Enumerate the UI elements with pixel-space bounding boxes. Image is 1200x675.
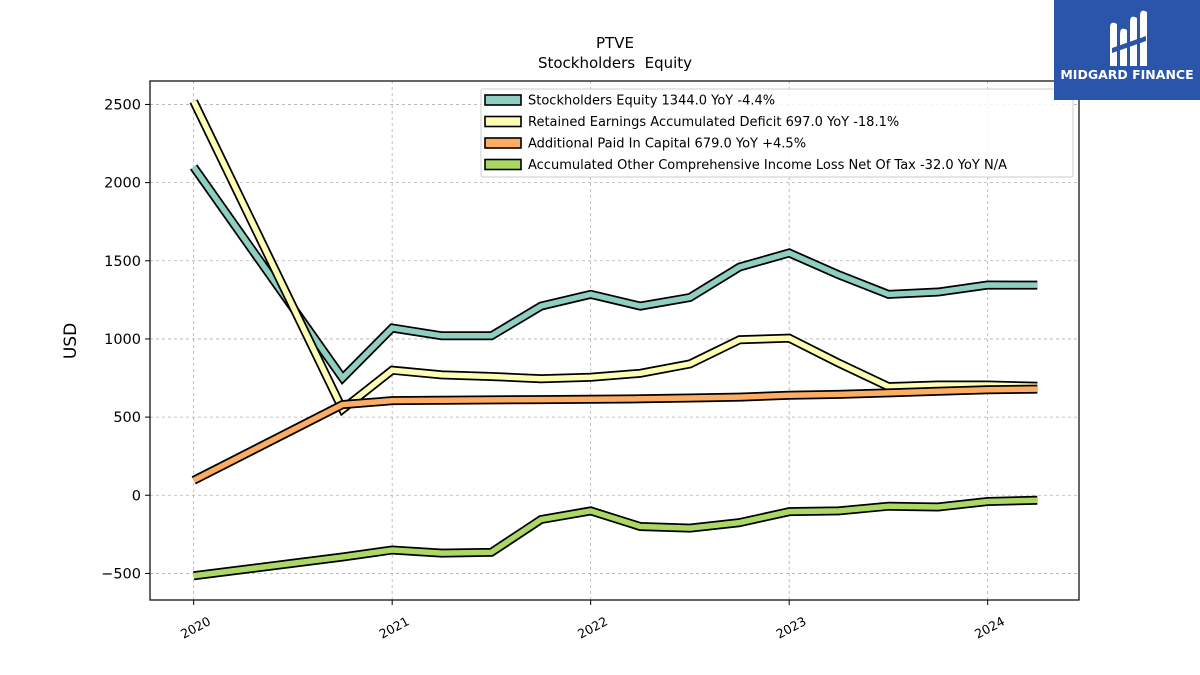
legend-swatch [484,115,522,128]
legend-label: Retained Earnings Accumulated Deficit 69… [528,115,899,130]
x-tick-label: 2021 [376,613,411,641]
series-layer [189,99,1038,581]
brand-name: MIDGARD FINANCE [1060,67,1194,82]
legend-label: Accumulated Other Comprehensive Income L… [528,158,1007,173]
midgard-logo-icon [1110,10,1147,67]
x-axis-ticks: 2020 2021 2022 2023 2024 [178,600,1007,642]
legend-swatch [484,94,522,106]
y-axis-ticks: −500 0 500 1000 1500 2000 2500 [101,97,150,582]
legend-label: Additional Paid In Capital 679.0 YoY +4.… [528,137,806,152]
series-stroke [191,100,1038,414]
x-tick-label: 2022 [575,613,610,641]
brand-logo: MIDGARD FINANCE [1054,0,1200,100]
y-tick-label: 0 [132,488,141,504]
y-tick-label: 1500 [104,254,141,270]
x-tick-label: 2024 [972,613,1007,641]
legend-item-1: Stockholders Equity 1344.0 YoY -4.4% [484,94,775,109]
legend-item-3: Additional Paid In Capital 679.0 YoY +4.… [484,137,806,152]
y-tick-label: −500 [101,566,141,582]
series-stroke [192,386,1038,483]
x-tick-label: 2023 [773,613,808,641]
legend-item-2: Retained Earnings Accumulated Deficit 69… [484,115,899,130]
y-tick-label: 1000 [104,332,141,348]
series-line-1 [189,164,1038,385]
series-line-2 [189,99,1038,417]
chart-title: PTVE [596,34,634,52]
legend-swatch [484,158,522,171]
series-outline [193,495,1038,581]
series-stroke [193,497,1038,579]
legend-swatch [484,137,522,149]
legend-label: Stockholders Equity 1344.0 YoY -4.4% [528,94,775,109]
series-outline [191,384,1038,485]
plot-frame [149,80,1080,601]
y-tick-label: 500 [113,410,141,426]
y-axis-label: USD [61,323,81,359]
series-stroke [191,165,1038,383]
legend: Stockholders Equity 1344.0 YoY -4.4% Reta… [480,88,1074,178]
series-line-4 [193,495,1038,581]
legend-box [480,88,1074,178]
chart-subtitle: Stockholders Equity [538,54,692,72]
legend-item-4: Accumulated Other Comprehensive Income L… [484,158,1007,173]
x-tick-label: 2020 [178,613,213,641]
y-tick-label: 2500 [104,97,141,113]
series-line-3 [191,384,1038,485]
y-tick-label: 2000 [104,176,141,192]
